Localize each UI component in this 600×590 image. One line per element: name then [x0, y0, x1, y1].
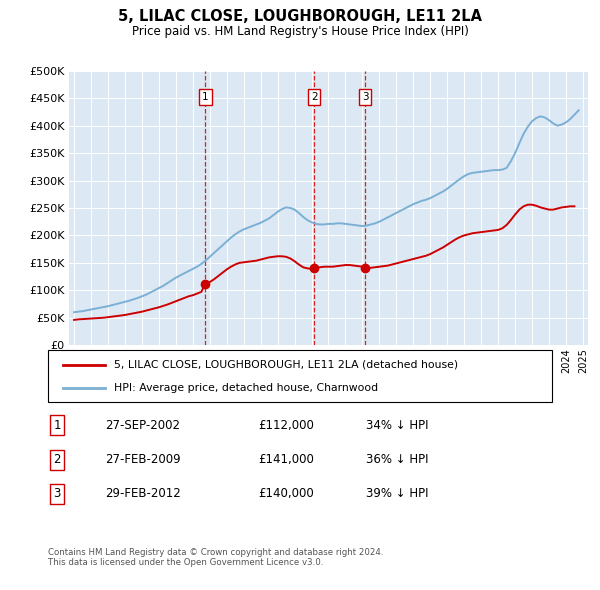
Text: HPI: Average price, detached house, Charnwood: HPI: Average price, detached house, Char… [114, 383, 378, 393]
Text: 39% ↓ HPI: 39% ↓ HPI [366, 487, 428, 500]
Text: 3: 3 [53, 487, 61, 500]
Text: 36% ↓ HPI: 36% ↓ HPI [366, 453, 428, 466]
Text: 34% ↓ HPI: 34% ↓ HPI [366, 419, 428, 432]
Text: £141,000: £141,000 [258, 453, 314, 466]
Text: Contains HM Land Registry data © Crown copyright and database right 2024.
This d: Contains HM Land Registry data © Crown c… [48, 548, 383, 567]
Text: 5, LILAC CLOSE, LOUGHBOROUGH, LE11 2LA: 5, LILAC CLOSE, LOUGHBOROUGH, LE11 2LA [118, 9, 482, 24]
Text: 2: 2 [311, 91, 317, 101]
Text: 5, LILAC CLOSE, LOUGHBOROUGH, LE11 2LA (detached house): 5, LILAC CLOSE, LOUGHBOROUGH, LE11 2LA (… [114, 360, 458, 370]
Text: 27-FEB-2009: 27-FEB-2009 [105, 453, 181, 466]
Text: 2: 2 [53, 453, 61, 466]
Text: 1: 1 [202, 91, 209, 101]
Text: 29-FEB-2012: 29-FEB-2012 [105, 487, 181, 500]
Text: 1: 1 [53, 419, 61, 432]
Text: £112,000: £112,000 [258, 419, 314, 432]
Text: Price paid vs. HM Land Registry's House Price Index (HPI): Price paid vs. HM Land Registry's House … [131, 25, 469, 38]
Text: £140,000: £140,000 [258, 487, 314, 500]
Text: 3: 3 [362, 91, 368, 101]
Text: 27-SEP-2002: 27-SEP-2002 [105, 419, 180, 432]
